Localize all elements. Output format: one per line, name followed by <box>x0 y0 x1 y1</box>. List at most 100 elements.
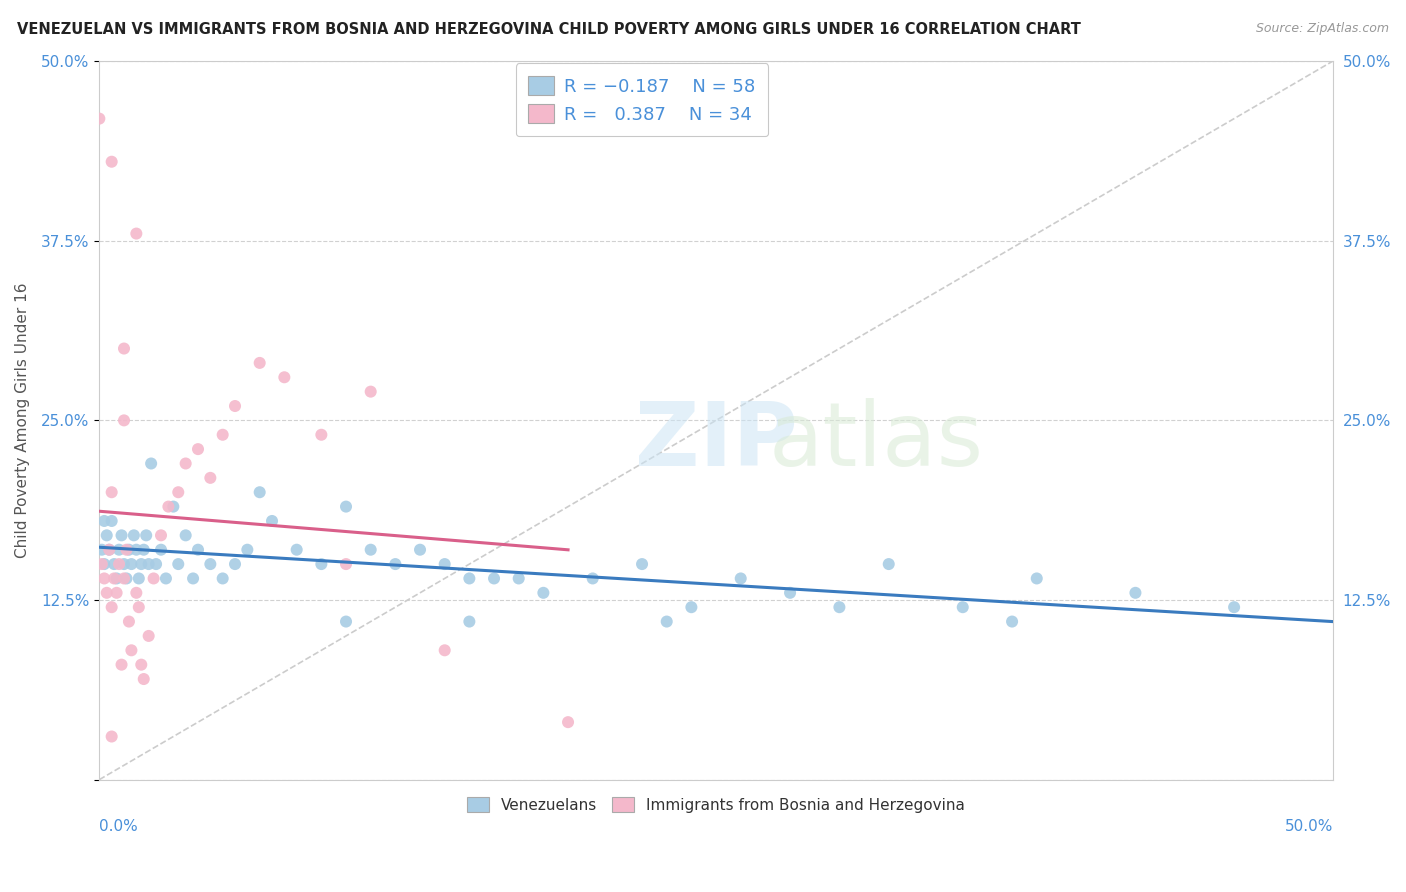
Point <box>828 600 851 615</box>
Point <box>162 500 184 514</box>
Text: atlas: atlas <box>769 399 984 485</box>
Point <box>145 557 167 571</box>
Point <box>93 557 115 571</box>
Point <box>139 457 162 471</box>
Point <box>335 557 357 571</box>
Point <box>150 528 173 542</box>
Point <box>93 571 115 585</box>
Point <box>311 557 333 571</box>
Point <box>531 586 554 600</box>
Point <box>132 672 155 686</box>
Point <box>433 557 456 571</box>
Point <box>138 557 160 571</box>
Point <box>98 542 121 557</box>
Point <box>174 457 197 471</box>
Point <box>120 643 142 657</box>
Point <box>118 615 141 629</box>
Point <box>108 557 131 571</box>
Point <box>120 557 142 571</box>
Point <box>100 514 122 528</box>
Legend: Venezuelans, Immigrants from Bosnia and Herzegovina: Venezuelans, Immigrants from Bosnia and … <box>461 790 972 819</box>
Point <box>112 342 135 356</box>
Point <box>125 542 148 557</box>
Point <box>138 629 160 643</box>
Point <box>335 615 357 629</box>
Point <box>118 542 141 557</box>
Point <box>458 615 481 629</box>
Point <box>174 528 197 542</box>
Point <box>132 542 155 557</box>
Point <box>112 413 135 427</box>
Point <box>730 571 752 585</box>
Point <box>877 557 900 571</box>
Point <box>135 528 157 542</box>
Point <box>96 528 118 542</box>
Point <box>200 557 222 571</box>
Point <box>360 542 382 557</box>
Point <box>1223 600 1246 615</box>
Point <box>631 557 654 571</box>
Text: Source: ZipAtlas.com: Source: ZipAtlas.com <box>1256 22 1389 36</box>
Point <box>779 586 801 600</box>
Point <box>115 542 138 557</box>
Point <box>129 657 152 672</box>
Point <box>582 571 605 585</box>
Point <box>181 571 204 585</box>
Point <box>100 730 122 744</box>
Point <box>224 557 246 571</box>
Point <box>100 600 122 615</box>
Point <box>112 571 135 585</box>
Point <box>110 657 132 672</box>
Point <box>311 427 333 442</box>
Point <box>1125 586 1147 600</box>
Point <box>167 485 190 500</box>
Point <box>681 600 703 615</box>
Point <box>285 542 308 557</box>
Point <box>100 154 122 169</box>
Point <box>409 542 432 557</box>
Point <box>112 557 135 571</box>
Point <box>1001 615 1024 629</box>
Point <box>167 557 190 571</box>
Text: ZIP: ZIP <box>634 399 797 485</box>
Point <box>115 571 138 585</box>
Point <box>98 542 121 557</box>
Point <box>433 643 456 657</box>
Point <box>952 600 974 615</box>
Point <box>482 571 505 585</box>
Point <box>105 586 128 600</box>
Point <box>108 542 131 557</box>
Point <box>557 715 579 730</box>
Point <box>93 514 115 528</box>
Point <box>335 500 357 514</box>
Point <box>187 442 209 456</box>
Point <box>260 514 283 528</box>
Point <box>508 571 530 585</box>
Point <box>103 557 125 571</box>
Text: 50.0%: 50.0% <box>1285 819 1333 834</box>
Y-axis label: Child Poverty Among Girls Under 16: Child Poverty Among Girls Under 16 <box>15 283 30 558</box>
Point <box>96 586 118 600</box>
Point <box>211 571 233 585</box>
Point <box>273 370 295 384</box>
Point <box>224 399 246 413</box>
Text: VENEZUELAN VS IMMIGRANTS FROM BOSNIA AND HERZEGOVINA CHILD POVERTY AMONG GIRLS U: VENEZUELAN VS IMMIGRANTS FROM BOSNIA AND… <box>17 22 1081 37</box>
Point <box>236 542 259 557</box>
Point <box>384 557 406 571</box>
Point <box>100 485 122 500</box>
Point <box>187 542 209 557</box>
Point <box>211 427 233 442</box>
Point <box>150 542 173 557</box>
Point <box>90 557 112 571</box>
Point <box>155 571 177 585</box>
Point <box>89 112 111 126</box>
Point <box>128 600 150 615</box>
Point <box>125 586 148 600</box>
Point <box>110 528 132 542</box>
Point <box>90 542 112 557</box>
Point <box>122 528 145 542</box>
Point <box>200 471 222 485</box>
Point <box>157 500 180 514</box>
Point <box>103 571 125 585</box>
Text: 0.0%: 0.0% <box>100 819 138 834</box>
